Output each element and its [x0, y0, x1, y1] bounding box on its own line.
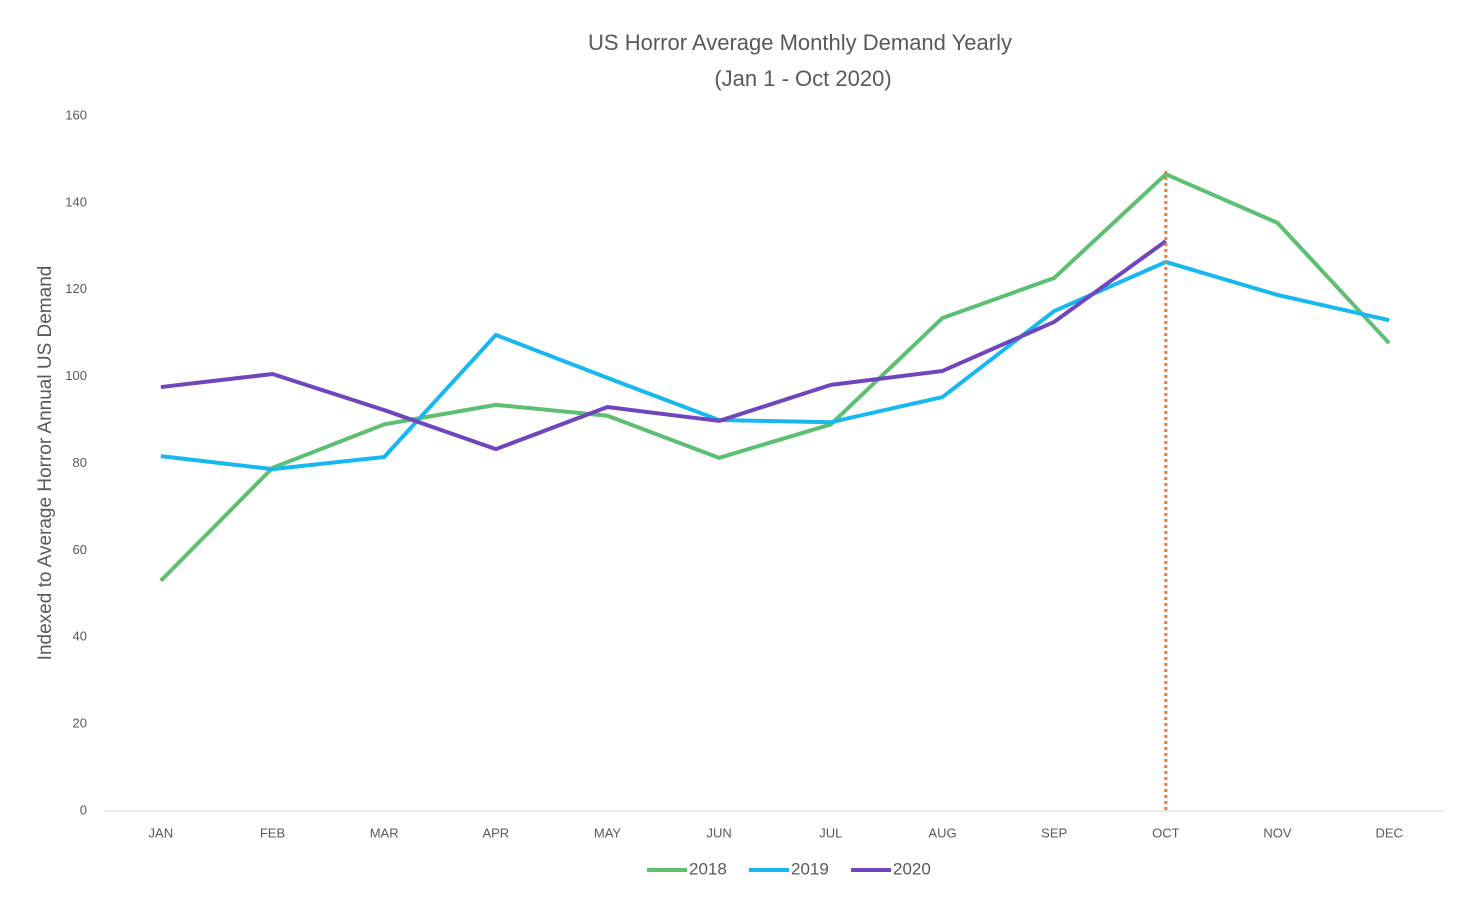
x-tick-label: SEP — [1041, 825, 1067, 840]
x-tick-label: OCT — [1152, 825, 1180, 840]
x-tick-label: FEB — [260, 825, 285, 840]
line-series — [159, 172, 1391, 583]
x-tick-label: MAY — [594, 825, 622, 840]
y-tick-label: 60 — [73, 542, 87, 557]
line-series — [160, 259, 1390, 472]
x-tick-label: APR — [482, 825, 509, 840]
legend-label: 2019 — [791, 859, 829, 878]
y-tick-label: 140 — [65, 194, 87, 209]
chart-title: US Horror Average Monthly Demand Yearly — [588, 30, 1012, 55]
y-tick-label: 40 — [73, 629, 87, 644]
x-tick-label: MAR — [370, 825, 399, 840]
y-tick-label: 80 — [73, 455, 87, 470]
y-tick-label: 160 — [65, 107, 87, 122]
x-tick-label: JAN — [149, 825, 174, 840]
y-tick-label: 0 — [80, 802, 87, 817]
x-tick-label: JUL — [819, 825, 842, 840]
x-tick-label: NOV — [1263, 825, 1292, 840]
line-series — [160, 239, 1168, 452]
legend-label: 2020 — [893, 859, 931, 878]
y-tick-label: 100 — [65, 368, 87, 383]
legend-label: 2018 — [689, 859, 727, 878]
y-tick-label: 120 — [65, 281, 87, 296]
x-tick-label: DEC — [1375, 825, 1402, 840]
y-axis-title: Indexed to Average Horror Annual US Dema… — [35, 266, 56, 661]
x-tick-label: AUG — [928, 825, 956, 840]
y-tick-label: 20 — [73, 716, 87, 731]
x-tick-label: JUN — [707, 825, 732, 840]
chart-subtitle: (Jan 1 - Oct 2020) — [714, 66, 891, 91]
